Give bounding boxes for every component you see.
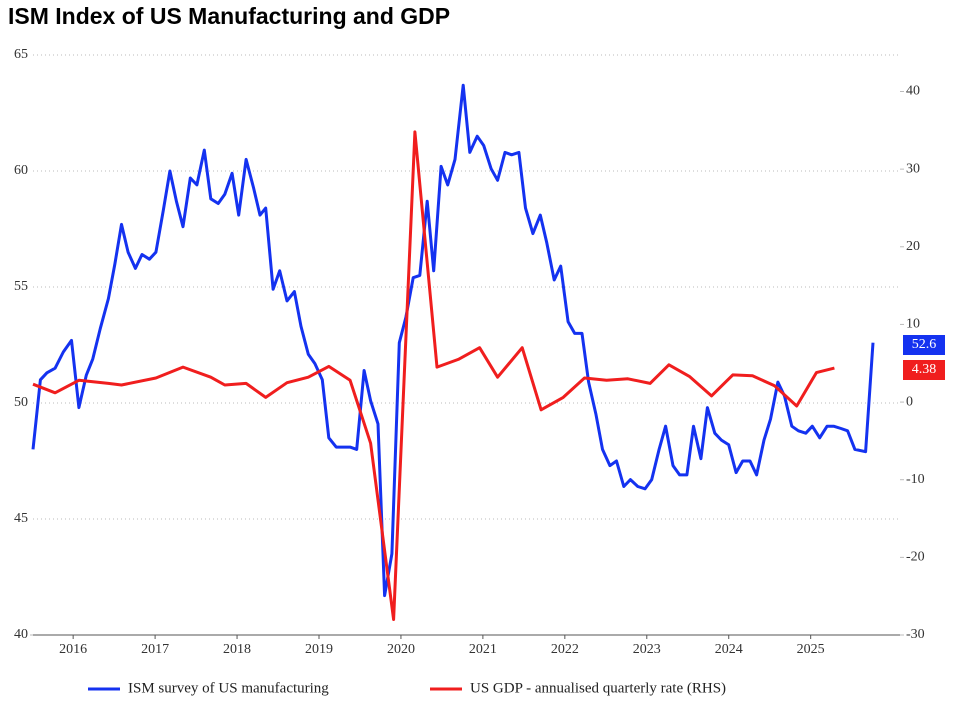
y2-tick-label: 0 bbox=[906, 394, 913, 409]
series-line bbox=[32, 130, 835, 621]
x-tick-label: 2025 bbox=[797, 642, 825, 657]
x-tick-label: 2019 bbox=[305, 642, 333, 657]
y-tick-label: 45 bbox=[14, 511, 28, 526]
end-value-label: 4.38 bbox=[912, 362, 937, 377]
y-tick-label: 50 bbox=[14, 395, 28, 410]
y2-tick-label: -10 bbox=[906, 472, 925, 487]
y-tick-label: 65 bbox=[14, 47, 28, 62]
x-tick-label: 2016 bbox=[59, 642, 87, 657]
chart-title: ISM Index of US Manufacturing and GDP bbox=[8, 3, 450, 29]
end-value-label: 52.6 bbox=[912, 337, 937, 352]
y-tick-label: 60 bbox=[14, 163, 28, 178]
x-tick-label: 2022 bbox=[551, 642, 579, 657]
legend-label: ISM survey of US manufacturing bbox=[128, 680, 329, 696]
series-line bbox=[31, 83, 875, 598]
y2-tick-label: 20 bbox=[906, 239, 920, 254]
x-tick-label: 2018 bbox=[223, 642, 251, 657]
y2-tick-label: -20 bbox=[906, 550, 925, 565]
y-tick-label: 55 bbox=[14, 279, 28, 294]
legend-label: US GDP - annualised quarterly rate (RHS) bbox=[470, 680, 726, 696]
x-tick-label: 2024 bbox=[715, 642, 743, 657]
y2-tick-label: 10 bbox=[906, 317, 920, 332]
y2-tick-label: 30 bbox=[906, 161, 920, 176]
y2-tick-label: -30 bbox=[906, 627, 925, 642]
end-value-box bbox=[903, 335, 945, 355]
y-tick-label: 40 bbox=[14, 627, 28, 642]
x-tick-label: 2021 bbox=[469, 642, 497, 657]
x-tick-label: 2023 bbox=[633, 642, 661, 657]
x-tick-label: 2020 bbox=[387, 642, 415, 657]
end-value-box bbox=[903, 360, 945, 380]
x-tick-label: 2017 bbox=[141, 642, 169, 657]
y2-tick-label: 40 bbox=[906, 84, 920, 99]
